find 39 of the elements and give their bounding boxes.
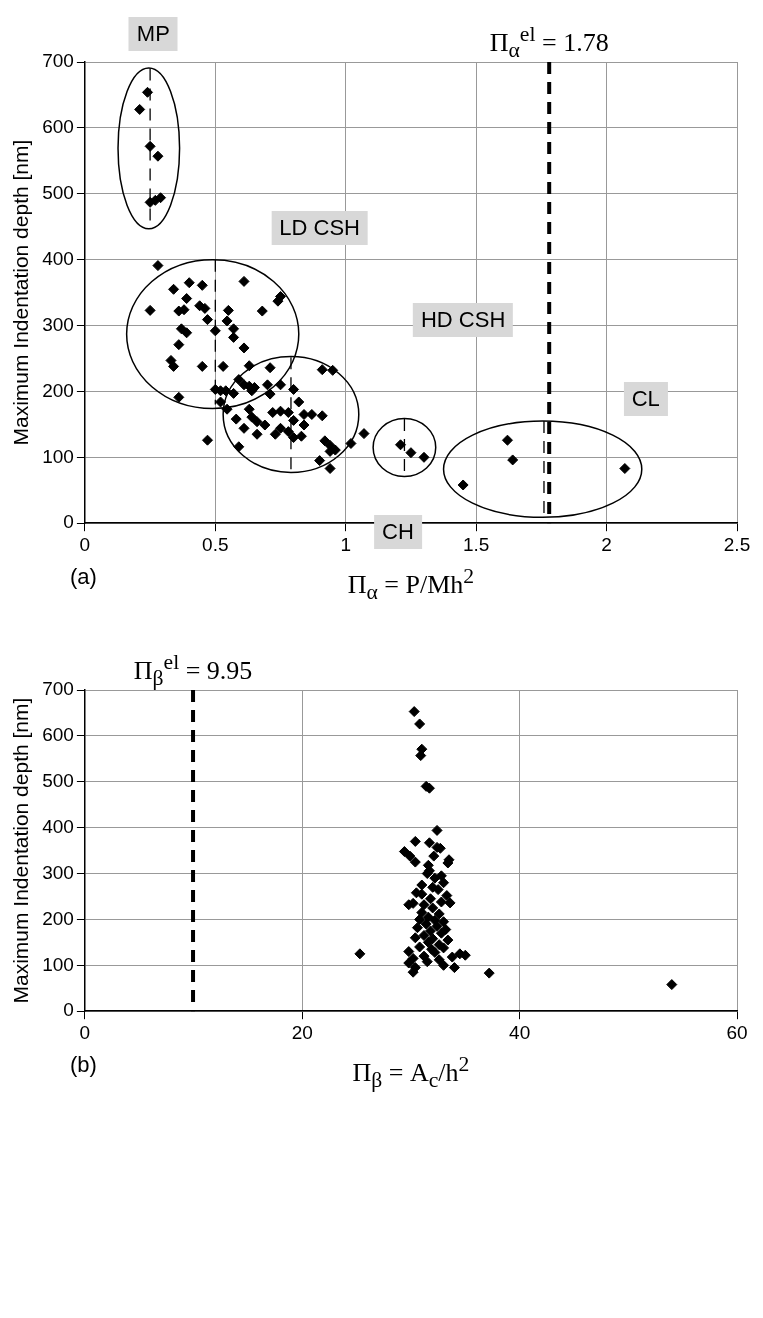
y-tick-label: 300 bbox=[42, 861, 74, 883]
text: MP bbox=[128, 17, 178, 52]
y-tick-label: 400 bbox=[42, 815, 74, 837]
y-tick-label: 100 bbox=[42, 953, 74, 975]
x-tick-label: 1 bbox=[340, 533, 352, 555]
annotation: CL bbox=[623, 381, 668, 416]
y-tick-label: 700 bbox=[42, 678, 74, 700]
y-axis-title: Maximum Indentation depth [nm] bbox=[9, 697, 33, 1004]
x-tick-label: 2 bbox=[601, 533, 612, 555]
text: (a) bbox=[70, 564, 97, 590]
x-axis-title: Π$_{α}$ = P/Mh$^{2}$ bbox=[347, 564, 475, 605]
x-tick-label: 40 bbox=[509, 1021, 531, 1043]
x-tick-label: 20 bbox=[291, 1021, 313, 1043]
annotation: CH bbox=[374, 515, 422, 550]
text: (b) bbox=[70, 1052, 97, 1078]
x-tick-label: 0 bbox=[79, 1021, 91, 1043]
x-tick-label: 0.5 bbox=[202, 533, 229, 555]
y-tick-label: 500 bbox=[42, 182, 74, 204]
y-tick-label: 0 bbox=[63, 999, 74, 1021]
y-tick-label: 100 bbox=[42, 445, 74, 467]
x-tick-label: 0 bbox=[79, 533, 91, 555]
x-tick-label: 2.5 bbox=[723, 533, 751, 555]
y-tick-label: 700 bbox=[42, 50, 74, 72]
y-tick-label: 400 bbox=[42, 247, 74, 269]
ref-line-label: Π$_{β}$$^{el}$ = 9.95 bbox=[133, 650, 253, 691]
y-tick-label: 500 bbox=[42, 770, 74, 792]
annotation: LD CSH bbox=[271, 211, 368, 246]
x-tick-label: 1.5 bbox=[462, 533, 490, 555]
y-tick-label: 200 bbox=[42, 907, 74, 929]
x-tick-label: 60 bbox=[726, 1021, 748, 1043]
ref-line-label: Π$_{α}$$^{el}$ = 1.78 bbox=[489, 22, 609, 63]
y-tick-label: 600 bbox=[42, 116, 74, 138]
y-tick-label: 600 bbox=[42, 724, 74, 746]
y-tick-label: 200 bbox=[42, 379, 74, 401]
x-axis-title: Π$_{β}$ = A$_{c}$/h$^{2}$ bbox=[352, 1052, 470, 1093]
y-tick-label: 0 bbox=[63, 511, 74, 533]
y-axis-title: Maximum Indentation depth [nm] bbox=[9, 139, 33, 446]
annotation: HD CSH bbox=[412, 303, 514, 338]
y-tick-label: 300 bbox=[42, 313, 74, 335]
